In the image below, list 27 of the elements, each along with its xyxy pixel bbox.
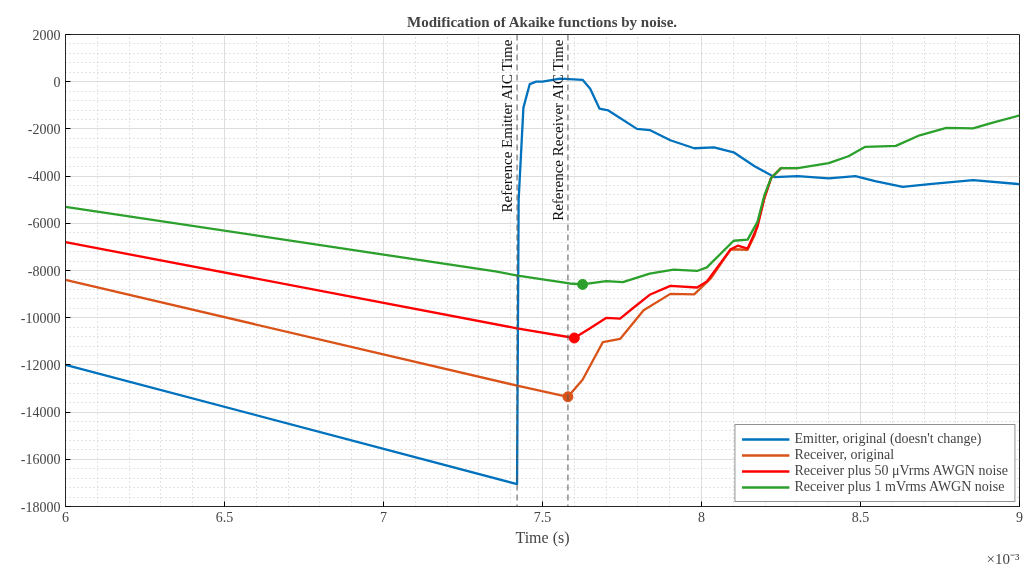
x-tick-label: 7 [380,509,387,525]
legend-label: Emitter, original (doesn't change) [794,431,982,447]
y-tick-label: -4000 [27,169,61,185]
legend-label: Receiver, original [794,447,895,463]
y-tick-label: -8000 [27,263,61,279]
x-tick-label: 9 [1016,509,1023,525]
chart-title: Modification of Akaike functions by noise. [407,13,678,30]
x-tick-label: 8 [698,509,705,525]
text: ×10⁻³ [986,550,1020,566]
x-tick-label: 7.5 [533,509,552,525]
y-tick-label: -14000 [20,405,61,421]
x-tick-label: 6.5 [215,509,234,525]
y-tick-label: -18000 [20,499,61,515]
legend-label: Receiver plus 50 μVrms AWGN noise [794,463,1008,479]
ref-line-label: Reference Receiver AIC Time [549,39,566,221]
x-tick-label: 6 [62,509,69,525]
x-tick-label: 8.5 [851,509,870,525]
y-tick-label: -16000 [20,452,61,468]
ref-line-label: Reference Emitter AIC Time [499,39,516,213]
y-tick-label: 2000 [32,27,61,43]
x-axis-title: Time (s) [515,528,570,547]
y-tick-label: -2000 [27,121,61,137]
y-tick-label: -10000 [20,310,61,326]
y-tick-label: -6000 [27,216,61,232]
legend-label: Receiver plus 1 mVrms AWGN noise [794,479,1005,495]
y-tick-label: 0 [53,74,61,90]
y-tick-label: -12000 [20,357,61,373]
